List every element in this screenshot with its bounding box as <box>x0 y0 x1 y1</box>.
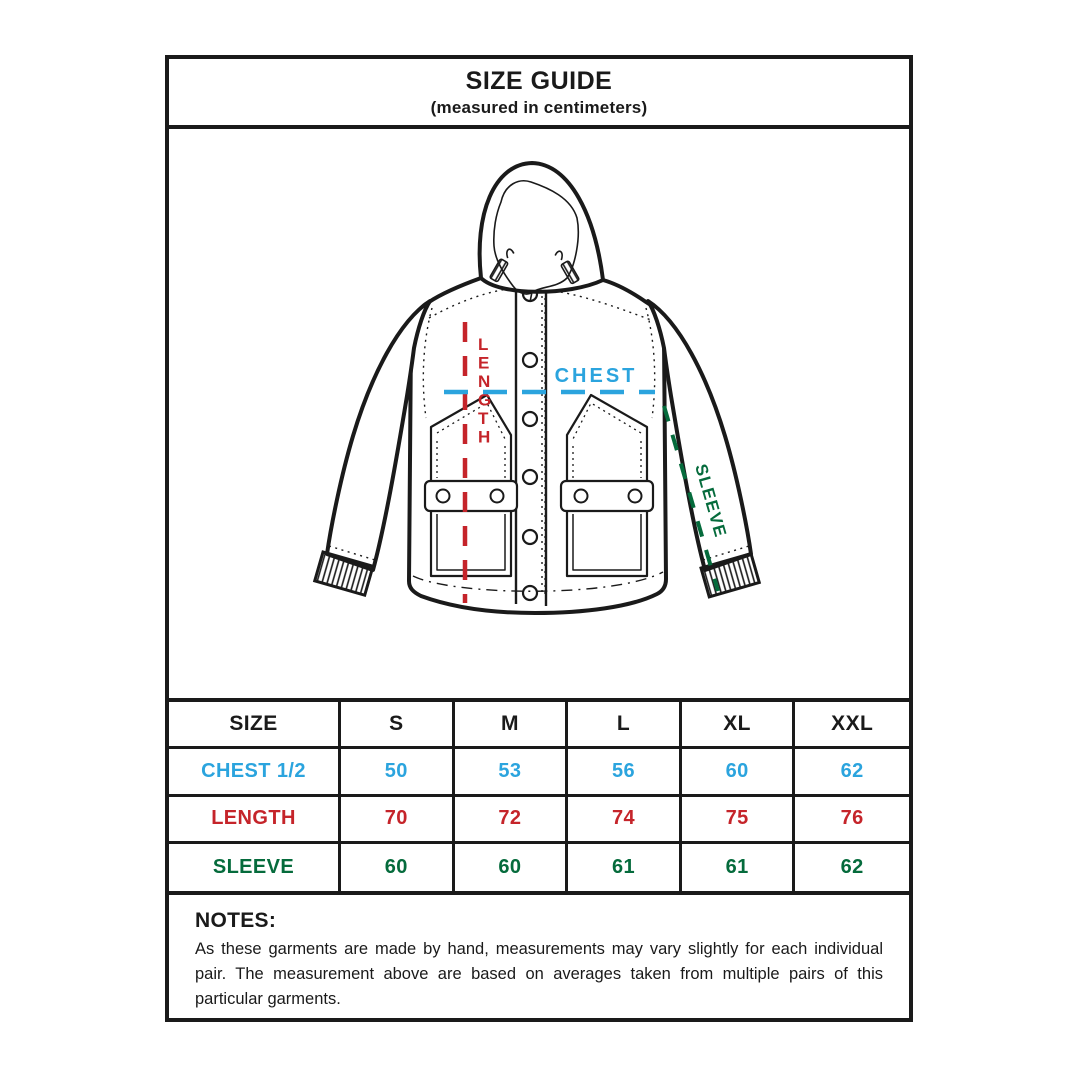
table-cell: 60 <box>341 843 455 891</box>
length-label: LENGTH <box>478 335 491 447</box>
table-cell: 70 <box>341 796 455 844</box>
size-table: SIZE S M L XL XXL CHEST 1/2 50 53 56 60 62 LENGTH 70 7… <box>169 698 909 891</box>
length-label-letter: T <box>478 409 489 428</box>
hood-drawstring-left <box>489 248 515 283</box>
table-header-cell: SIZE <box>169 702 341 750</box>
table-cell: 61 <box>682 843 796 891</box>
length-label-letter: E <box>478 354 489 373</box>
table-cell: 75 <box>681 796 796 844</box>
right-pocket <box>559 393 655 578</box>
table-cell: 60 <box>455 843 569 891</box>
page-subtitle: (measured in centimeters) <box>430 97 648 117</box>
sleeve-line <box>662 405 720 592</box>
notes-section: NOTES: As these garments are made by han… <box>169 891 909 1018</box>
length-label-letter: H <box>478 428 490 447</box>
left-pocket <box>423 393 519 578</box>
notes-body: As these garments are made by hand, meas… <box>195 940 883 1008</box>
length-label-letter: N <box>478 372 490 391</box>
table-cell: 62 <box>795 749 909 797</box>
stitch-seams <box>328 287 750 592</box>
header: SIZE GUIDE (measured in centimeters) <box>169 59 909 129</box>
table-header-cell: XXL <box>795 702 909 750</box>
table-header-cell: S <box>341 702 455 750</box>
table-header-cell: XL <box>681 702 796 750</box>
table-row-label: LENGTH <box>169 796 341 844</box>
jacket-illustration: LENGTH CHEST SLEEVE <box>312 161 762 615</box>
hood-drawstring-right <box>554 250 580 285</box>
table-cell: 50 <box>341 749 455 797</box>
table-row-label: SLEEVE <box>169 843 341 891</box>
table-cell: 53 <box>454 749 569 797</box>
length-label-letter: L <box>478 335 488 354</box>
table-cell: 62 <box>840 855 864 878</box>
table-cell: 74 <box>568 796 682 844</box>
table-cell: 76 <box>795 797 909 844</box>
table-row-label: CHEST 1/2 <box>169 749 341 797</box>
notes-heading: NOTES: <box>195 909 277 932</box>
chest-measure: CHEST <box>444 365 655 395</box>
table-header-cell: M <box>454 702 569 750</box>
left-cuff <box>312 550 375 598</box>
table-cell: 61 <box>568 843 682 891</box>
table-cell: 72 <box>454 796 569 844</box>
size-guide-card: SIZE GUIDE (measured in centimeters) <box>165 55 913 1022</box>
page-title: SIZE GUIDE <box>465 66 613 95</box>
table-cell: 60 <box>681 749 796 797</box>
length-measure: LENGTH <box>462 322 491 603</box>
hood <box>477 161 605 303</box>
length-label-letter: G <box>478 391 491 410</box>
table-header-cell: L <box>568 702 682 750</box>
table-cell: 56 <box>568 749 682 797</box>
jacket-body <box>325 276 753 615</box>
chest-label: CHEST <box>555 365 638 387</box>
